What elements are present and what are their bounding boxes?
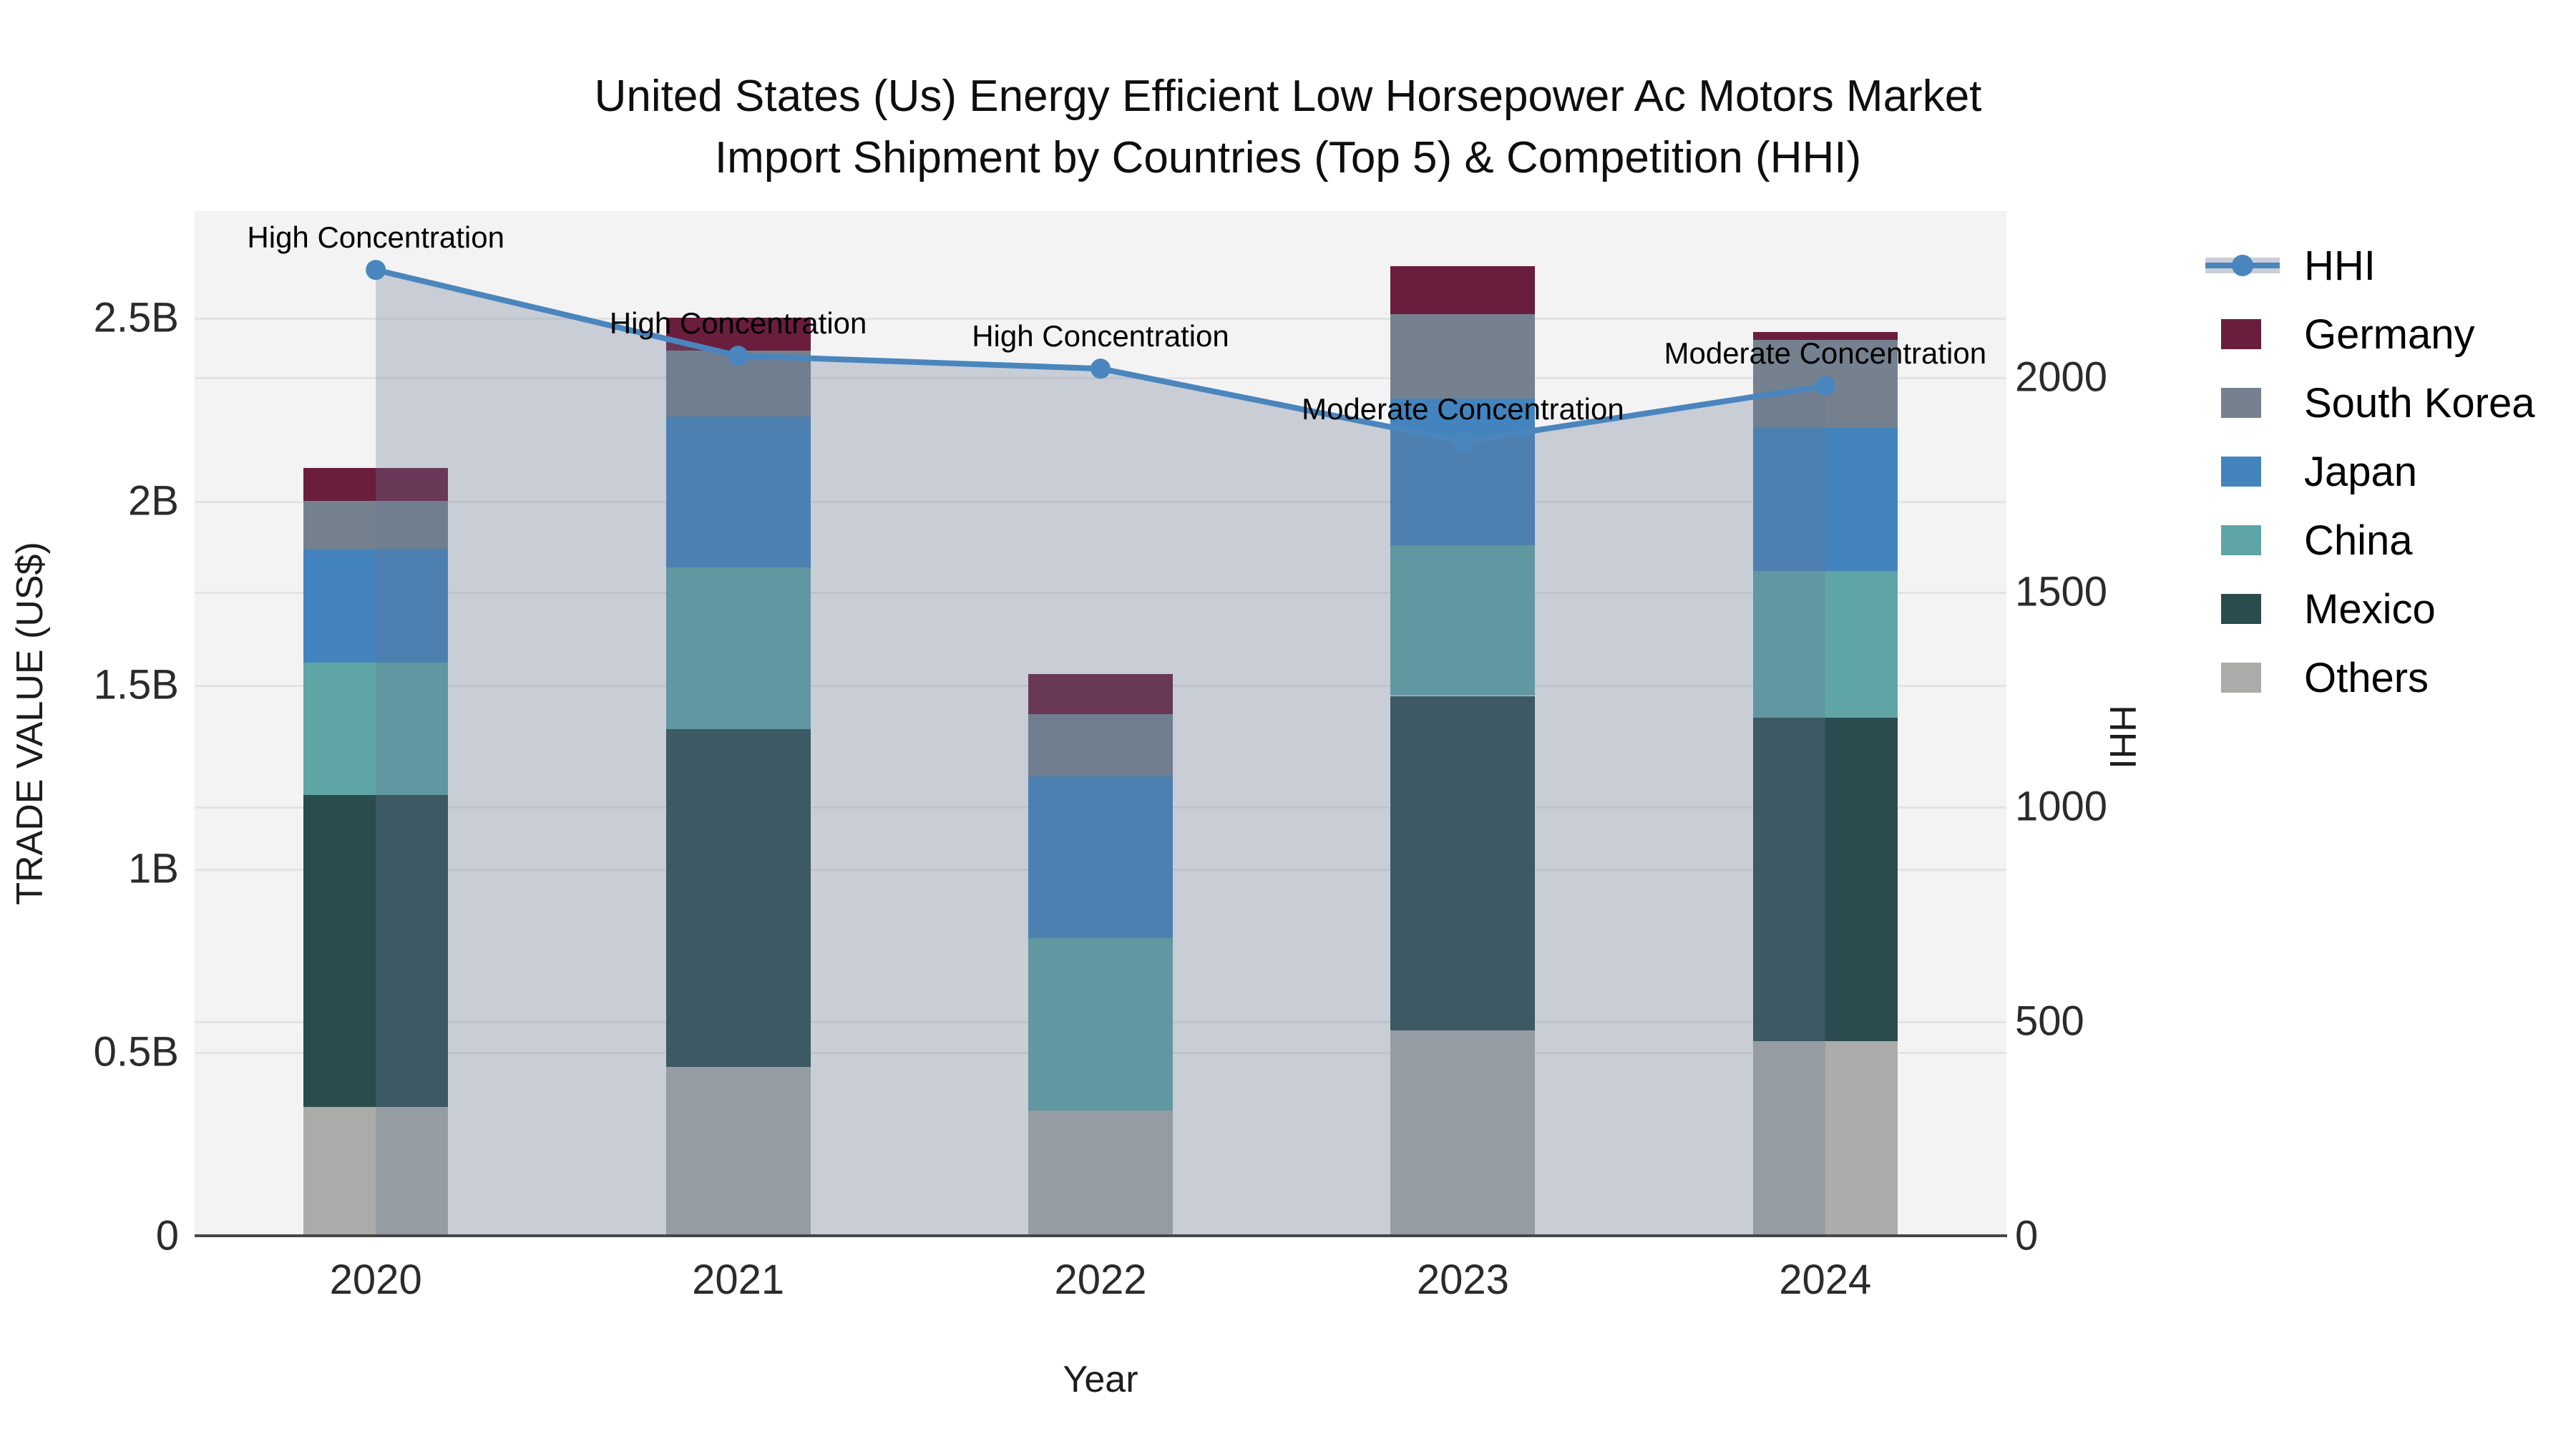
legend-item-hhi[interactable]: HHI <box>2205 231 2534 300</box>
bar-segment-south-korea-2023[interactable] <box>1390 313 1536 399</box>
gridline <box>195 501 2006 504</box>
x-tick-2024: 2024 <box>1779 1257 1872 1303</box>
chart-title-line1: United States (Us) Energy Efficient Low … <box>594 72 1982 121</box>
bar-segment-mexico-2023[interactable] <box>1390 696 1536 1030</box>
bar-segment-japan-2024[interactable] <box>1752 427 1898 571</box>
x-tick-2020: 2020 <box>329 1257 422 1303</box>
y-right-tick-500: 500 <box>2015 997 2084 1045</box>
bar-segment-germany-2024[interactable] <box>1752 332 1898 340</box>
y-left-tick-2B: 2B <box>128 477 179 525</box>
legend-label: Mexico <box>2304 585 2436 633</box>
legend-item-others[interactable]: Others <box>2205 643 2534 712</box>
chart-title: United States (Us) Energy Efficient Low … <box>0 66 2576 189</box>
legend-color-swatch-icon <box>2205 525 2285 555</box>
annotation-2021: High Concentration <box>609 306 867 341</box>
hhi-line-layer <box>366 260 1835 1236</box>
gridline <box>195 592 2006 595</box>
bar-segment-china-2023[interactable] <box>1390 545 1536 696</box>
hhi-area-fill <box>376 270 1825 1236</box>
y-left-tick-1B: 1B <box>128 845 179 892</box>
bar-segment-others-2021[interactable] <box>665 1066 811 1236</box>
bar-segment-others-2020[interactable] <box>303 1107 449 1236</box>
legend-label: China <box>2304 517 2413 564</box>
y-axis-right-title: HHI <box>2102 705 2143 769</box>
legend-label: South Korea <box>2304 379 2535 426</box>
plot-area <box>195 211 2006 1236</box>
legend-item-germany[interactable]: Germany <box>2205 300 2534 369</box>
legend: HHI Germany South Korea Japan China Mexico Oth… <box>2205 231 2534 712</box>
legend-label: Germany <box>2304 311 2475 358</box>
x-tick-2023: 2023 <box>1416 1257 1509 1303</box>
annotation-2023: Moderate Concentration <box>1302 392 1624 426</box>
hhi-marker-2023[interactable] <box>1453 431 1473 452</box>
bar-segment-mexico-2024[interactable] <box>1752 718 1898 1041</box>
bar-segment-japan-2022[interactable] <box>1028 776 1173 939</box>
legend-item-china[interactable]: China <box>2205 506 2534 575</box>
bar-segment-south-korea-2022[interactable] <box>1028 714 1173 777</box>
bar-segment-china-2022[interactable] <box>1028 938 1173 1111</box>
x-axis-line <box>195 1234 2007 1237</box>
bar-segment-others-2023[interactable] <box>1390 1030 1536 1236</box>
bar-segment-south-korea-2020[interactable] <box>303 501 449 550</box>
x-axis-title: Year <box>1063 1359 1138 1400</box>
bar-segment-mexico-2021[interactable] <box>665 728 811 1067</box>
legend-color-swatch-icon <box>2205 663 2285 693</box>
x-tick-2022: 2022 <box>1054 1257 1147 1303</box>
bar-segment-japan-2023[interactable] <box>1390 398 1536 546</box>
bar-segment-germany-2023[interactable] <box>1390 265 1536 314</box>
bar-segment-germany-2022[interactable] <box>1028 673 1173 715</box>
legend-item-mexico[interactable]: Mexico <box>2205 575 2534 643</box>
bar-segment-china-2021[interactable] <box>665 567 811 729</box>
hhi-line-swatch-icon <box>2205 255 2285 276</box>
legend-label: HHI <box>2304 242 2376 289</box>
bar-segment-japan-2021[interactable] <box>665 416 811 567</box>
bar-segment-china-2020[interactable] <box>303 663 449 796</box>
chart-title-line2: Import Shipment by Countries (Top 5) & C… <box>714 133 1862 182</box>
y-left-tick-0.5B: 0.5B <box>93 1028 179 1075</box>
bar-segment-japan-2020[interactable] <box>303 549 449 663</box>
y-right-tick-1000: 1000 <box>2015 783 2108 830</box>
legend-color-swatch-icon <box>2205 319 2285 349</box>
legend-label: Japan <box>2304 448 2418 495</box>
y-left-tick-2.5B: 2.5B <box>93 294 179 341</box>
hhi-marker-2020[interactable] <box>366 260 386 280</box>
y-left-tick-1.5B: 1.5B <box>93 661 179 708</box>
y-right-tick-0: 0 <box>2015 1212 2039 1259</box>
bar-segment-china-2024[interactable] <box>1752 570 1898 718</box>
gridline <box>195 317 2006 320</box>
y-right-tick-1500: 1500 <box>2015 568 2108 615</box>
bar-segment-others-2022[interactable] <box>1028 1111 1173 1236</box>
legend-item-south-korea[interactable]: South Korea <box>2205 369 2534 437</box>
annotation-2022: High Concentration <box>972 319 1229 353</box>
bar-segment-mexico-2020[interactable] <box>303 795 449 1108</box>
legend-item-japan[interactable]: Japan <box>2205 437 2534 506</box>
y-right-tick-2000: 2000 <box>2015 353 2108 401</box>
hhi-marker-2021[interactable] <box>728 346 748 366</box>
bar-segment-germany-2020[interactable] <box>303 468 449 502</box>
hhi-marker-2022[interactable] <box>1091 358 1111 379</box>
legend-label: Others <box>2304 654 2429 701</box>
legend-color-swatch-icon <box>2205 457 2285 487</box>
bar-segment-others-2024[interactable] <box>1752 1040 1898 1236</box>
legend-color-swatch-icon <box>2205 388 2285 418</box>
hhi-marker-2024[interactable] <box>1815 376 1835 396</box>
y-left-tick-0: 0 <box>155 1212 179 1259</box>
x-tick-2021: 2021 <box>692 1257 785 1303</box>
legend-color-swatch-icon <box>2205 594 2285 624</box>
annotation-2020: High Concentration <box>247 220 504 255</box>
annotation-2024: Moderate Concentration <box>1664 336 1987 371</box>
